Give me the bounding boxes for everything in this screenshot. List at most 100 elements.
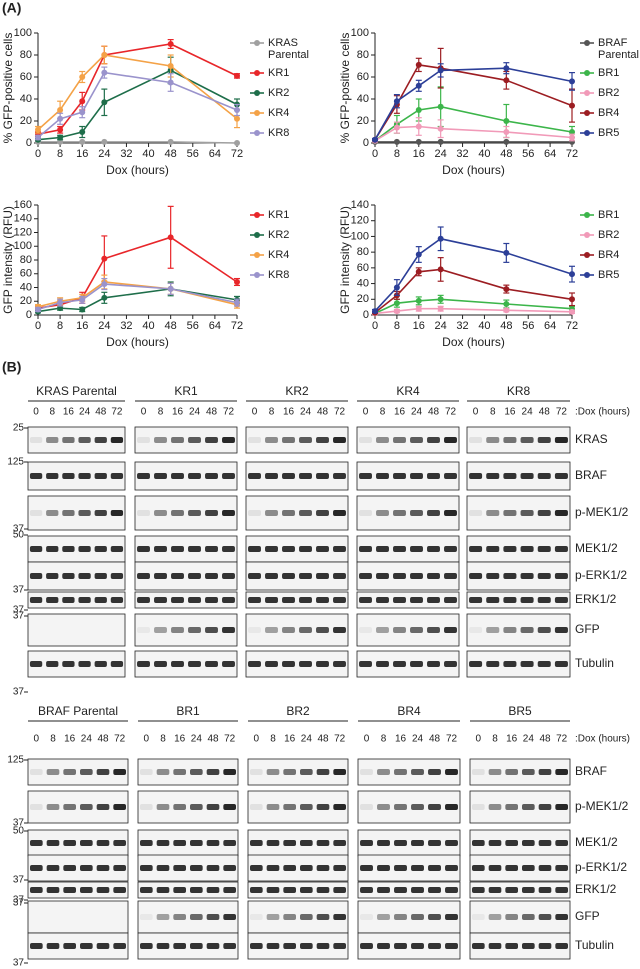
blot-band bbox=[250, 804, 263, 810]
timepoint-label: 8 bbox=[158, 407, 164, 418]
cell-line-label: BRAF Parental bbox=[38, 704, 118, 718]
blot-band bbox=[316, 804, 330, 810]
blot-band bbox=[137, 546, 150, 552]
timepoint-label: 48 bbox=[428, 407, 440, 418]
blot-band bbox=[30, 769, 43, 775]
blot-band bbox=[110, 473, 124, 479]
blot-frame bbox=[356, 650, 460, 678]
y-axis-label: GFP intensity (RFU) bbox=[1, 206, 15, 314]
legend-marker bbox=[584, 130, 590, 136]
cell-line-label: BR4 bbox=[397, 704, 421, 718]
timepoint-label: 16 bbox=[284, 734, 296, 745]
data-point bbox=[101, 99, 108, 106]
protein-label: GFP bbox=[575, 622, 600, 636]
blot-band bbox=[376, 627, 389, 633]
blot-band bbox=[80, 943, 93, 949]
x-tick-label: 64 bbox=[209, 148, 221, 160]
y-axis-label: % GFP-positive cells bbox=[338, 33, 352, 144]
blot-band bbox=[537, 597, 551, 603]
blot-band bbox=[113, 943, 126, 949]
blot-frame bbox=[356, 426, 460, 454]
blot-band bbox=[555, 865, 568, 871]
x-tick-label: 48 bbox=[165, 320, 177, 332]
blot-band bbox=[520, 597, 534, 603]
blot-frame bbox=[27, 426, 126, 454]
blot-band bbox=[62, 473, 75, 479]
blot-band bbox=[554, 627, 568, 633]
x-tick-label: 72 bbox=[231, 320, 243, 332]
y-tick-label: 120 bbox=[351, 215, 369, 227]
blot-band bbox=[377, 840, 390, 846]
blot-band bbox=[248, 546, 261, 552]
timepoint-label: 72 bbox=[445, 407, 457, 418]
blot-band bbox=[78, 573, 91, 579]
blot-band bbox=[188, 573, 201, 579]
data-point bbox=[101, 294, 108, 301]
data-point bbox=[234, 72, 240, 79]
blot-band bbox=[62, 661, 75, 667]
data-point bbox=[79, 129, 86, 135]
blot-band bbox=[428, 887, 441, 893]
blot-band bbox=[248, 437, 261, 443]
blot-band bbox=[522, 865, 535, 871]
blot-band bbox=[505, 914, 518, 920]
timepoint-label: 24 bbox=[523, 734, 535, 745]
x-axis-label: Dox (hours) bbox=[442, 335, 505, 349]
blot-band bbox=[554, 597, 568, 603]
blot-band bbox=[428, 914, 441, 920]
timepoint-label: 72 bbox=[446, 734, 458, 745]
blot-band bbox=[300, 865, 313, 871]
blot-band bbox=[503, 546, 517, 552]
blot-band bbox=[62, 573, 75, 579]
y-tick-label: 20 bbox=[357, 293, 369, 305]
blot-band bbox=[377, 769, 390, 775]
y-tick-label: 140 bbox=[14, 213, 32, 225]
blot-frame bbox=[27, 591, 126, 609]
y-tick-label: 40 bbox=[20, 93, 32, 105]
blot-band bbox=[299, 573, 312, 579]
blot-band bbox=[46, 661, 59, 667]
blot-band bbox=[316, 510, 329, 516]
blot-band bbox=[63, 943, 76, 949]
blot-band bbox=[410, 510, 423, 516]
blot-band bbox=[394, 804, 407, 810]
blot-band bbox=[190, 887, 203, 893]
blot-band bbox=[78, 510, 91, 516]
data-point bbox=[393, 124, 400, 131]
blot-band bbox=[469, 597, 483, 603]
blot-frame bbox=[27, 790, 129, 824]
blot-band bbox=[469, 437, 483, 443]
blot-band bbox=[428, 865, 441, 871]
legend-label: BR4 bbox=[598, 107, 620, 119]
blot-band bbox=[156, 914, 170, 920]
blot-band bbox=[360, 865, 373, 871]
legend-label: BR1 bbox=[598, 209, 620, 221]
blot-band bbox=[78, 473, 91, 479]
legend-label: KR4 bbox=[268, 249, 290, 261]
blot-band bbox=[78, 661, 91, 667]
blot-band bbox=[156, 769, 170, 775]
blot-band bbox=[113, 769, 126, 775]
y-tick-label: 0 bbox=[363, 137, 369, 149]
blot-frame bbox=[27, 829, 129, 857]
blot-band bbox=[486, 437, 500, 443]
blot-band bbox=[445, 840, 458, 846]
blot-frame bbox=[137, 881, 239, 899]
blot-band bbox=[333, 769, 346, 775]
blot-band bbox=[445, 943, 458, 949]
blot-frame bbox=[466, 650, 571, 678]
x-tick-label: 24 bbox=[98, 320, 110, 332]
blot-frame bbox=[247, 932, 349, 960]
timepoint-label: 8 bbox=[269, 407, 275, 418]
blot-band bbox=[282, 510, 295, 516]
blot-band bbox=[29, 437, 43, 443]
blot-band bbox=[472, 840, 485, 846]
blot-band bbox=[505, 943, 518, 949]
timepoint-label: 48 bbox=[317, 407, 329, 418]
blot-band bbox=[205, 510, 218, 516]
legend-entry: KR2 bbox=[268, 229, 289, 241]
blot-band bbox=[537, 473, 551, 479]
blot-band bbox=[94, 510, 107, 516]
blot-band bbox=[394, 865, 407, 871]
blot-band bbox=[173, 840, 186, 846]
